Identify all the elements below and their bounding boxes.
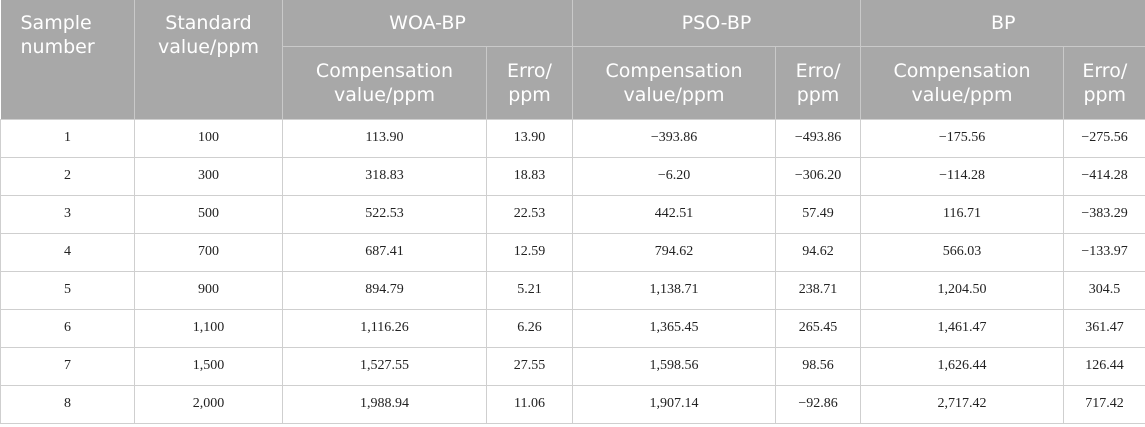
header-pso-error: Erro/ ppm	[775, 45, 862, 119]
cell-sample-number: 6	[0, 308, 135, 348]
cell-bp-error: 717.42	[1063, 384, 1145, 424]
cell-pso-compensation: 1,138.71	[572, 270, 777, 310]
header-bp-compensation: Compensation value/ppm	[860, 45, 1065, 119]
table-row: 7 1,500 1,527.55 27.55 1,598.56 98.56 1,626.44…	[0, 346, 1145, 386]
cell-standard-value: 900	[134, 270, 283, 310]
table-body: 1 100 113.90 13.90 −393.86 −493.86 −175.56 −275…	[0, 118, 1145, 424]
cell-pso-compensation: 442.51	[572, 194, 777, 234]
header-group-pso-bp: PSO-BP	[572, 0, 862, 46]
cell-woa-error: 5.21	[485, 270, 574, 310]
cell-bp-error: −133.97	[1063, 232, 1145, 272]
table-row: 1 100 113.90 13.90 −393.86 −493.86 −175.56 −275…	[0, 118, 1145, 158]
cell-woa-compensation: 113.90	[282, 118, 487, 158]
table-row: 2 300 318.83 18.83 −6.20 −306.20 −114.28 −414.2…	[0, 156, 1145, 196]
cell-pso-compensation: 1,365.45	[572, 308, 777, 348]
header-group-bp: BP	[860, 0, 1145, 46]
cell-woa-error: 13.90	[485, 118, 574, 158]
cell-standard-value: 2,000	[134, 384, 283, 424]
cell-bp-error: −414.28	[1063, 156, 1145, 196]
cell-sample-number: 8	[0, 384, 135, 424]
cell-bp-error: 126.44	[1063, 346, 1145, 386]
cell-woa-compensation: 1,988.94	[282, 384, 487, 424]
header-standard-value: Standard value/ppm	[134, 0, 283, 119]
cell-bp-error: −275.56	[1063, 118, 1145, 158]
cell-woa-compensation: 318.83	[282, 156, 487, 196]
cell-standard-value: 1,100	[134, 308, 283, 348]
header-sample-number: Sample number	[0, 0, 135, 119]
cell-woa-compensation: 522.53	[282, 194, 487, 234]
header-row-sub: Compensation value/ppm Erro/ ppm Compens…	[1, 45, 1145, 119]
cell-bp-error: 361.47	[1063, 308, 1145, 348]
cell-bp-compensation: −175.56	[860, 118, 1065, 158]
table-row: 4 700 687.41 12.59 794.62 94.62 566.03 −133.97	[0, 232, 1145, 272]
table-row: 8 2,000 1,988.94 11.06 1,907.14 −92.86 2,717.4…	[0, 384, 1145, 424]
cell-bp-compensation: 1,204.50	[860, 270, 1065, 310]
cell-bp-compensation: 1,626.44	[860, 346, 1065, 386]
cell-standard-value: 100	[134, 118, 283, 158]
cell-bp-compensation: 2,717.42	[860, 384, 1065, 424]
cell-pso-error: −493.86	[775, 118, 862, 158]
cell-woa-compensation: 687.41	[282, 232, 487, 272]
header-bp-error: Erro/ ppm	[1063, 45, 1145, 119]
header-pso-compensation: Compensation value/ppm	[572, 45, 777, 119]
cell-pso-error: 94.62	[775, 232, 862, 272]
cell-woa-error: 12.59	[485, 232, 574, 272]
cell-sample-number: 3	[0, 194, 135, 234]
cell-sample-number: 1	[0, 118, 135, 158]
cell-pso-compensation: 1,907.14	[572, 384, 777, 424]
cell-pso-compensation: 1,598.56	[572, 346, 777, 386]
cell-standard-value: 500	[134, 194, 283, 234]
cell-sample-number: 5	[0, 270, 135, 310]
cell-pso-error: 98.56	[775, 346, 862, 386]
cell-bp-compensation: 116.71	[860, 194, 1065, 234]
cell-bp-error: −383.29	[1063, 194, 1145, 234]
cell-pso-error: −92.86	[775, 384, 862, 424]
cell-woa-error: 22.53	[485, 194, 574, 234]
cell-pso-compensation: 794.62	[572, 232, 777, 272]
table-row: 3 500 522.53 22.53 442.51 57.49 116.71 −383.29	[0, 194, 1145, 234]
cell-standard-value: 300	[134, 156, 283, 196]
cell-woa-error: 6.26	[485, 308, 574, 348]
cell-standard-value: 700	[134, 232, 283, 272]
cell-sample-number: 4	[0, 232, 135, 272]
cell-woa-compensation: 894.79	[282, 270, 487, 310]
cell-bp-compensation: 1,461.47	[860, 308, 1065, 348]
header-group-woa-bp: WOA-BP	[281, 0, 574, 46]
cell-pso-error: 238.71	[775, 270, 862, 310]
cell-woa-error: 18.83	[485, 156, 574, 196]
cell-bp-compensation: 566.03	[860, 232, 1065, 272]
cell-bp-compensation: −114.28	[860, 156, 1065, 196]
header-woa-error: Erro/ ppm	[485, 45, 574, 119]
cell-bp-error: 304.5	[1063, 270, 1145, 310]
cell-pso-error: 265.45	[775, 308, 862, 348]
cell-woa-error: 11.06	[485, 384, 574, 424]
cell-sample-number: 7	[0, 346, 135, 386]
cell-pso-compensation: −393.86	[572, 118, 777, 158]
cell-woa-compensation: 1,116.26	[282, 308, 487, 348]
header-standard-value-text: Standard value/ppm	[158, 12, 259, 58]
header-woa-compensation: Compensation value/ppm	[282, 45, 487, 119]
cell-sample-number: 2	[0, 156, 135, 196]
cell-woa-error: 27.55	[485, 346, 574, 386]
cell-woa-compensation: 1,527.55	[282, 346, 487, 386]
cell-standard-value: 1,500	[134, 346, 283, 386]
cell-pso-error: 57.49	[775, 194, 862, 234]
header-row-groups: Sample number Standard value/ppm WOA-BP …	[0, 0, 1145, 119]
table-row: 6 1,100 1,116.26 6.26 1,365.45 265.45 1,461.47…	[0, 308, 1145, 348]
header-sample-number-text: Sample number	[20, 12, 95, 58]
table-row: 5 900 894.79 5.21 1,138.71 238.71 1,204.50 304.…	[0, 270, 1145, 310]
cell-pso-error: −306.20	[775, 156, 862, 196]
cell-pso-compensation: −6.20	[572, 156, 777, 196]
